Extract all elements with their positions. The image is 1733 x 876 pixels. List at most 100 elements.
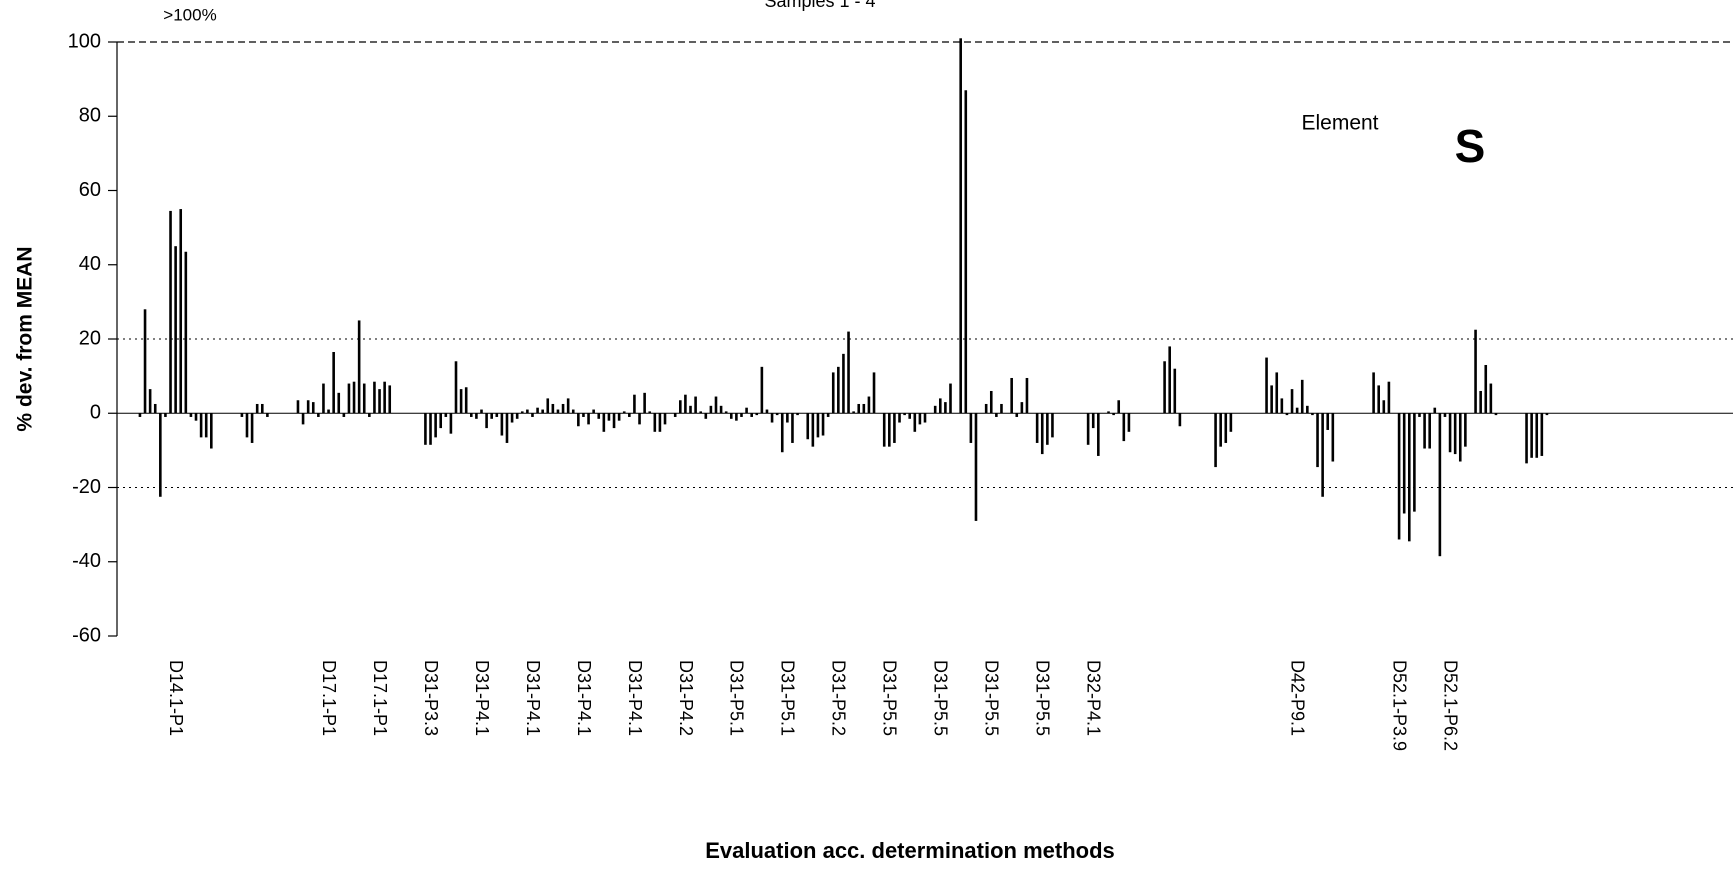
bar: [250, 413, 254, 443]
bar: [1448, 413, 1452, 453]
bar: [490, 413, 493, 419]
bar: [322, 383, 325, 414]
element-label: Element: [1301, 112, 1378, 135]
bar: [663, 413, 667, 425]
bar: [944, 402, 947, 414]
bar: [301, 413, 305, 425]
bar: [673, 413, 677, 417]
bar: [332, 351, 335, 414]
bar: [1326, 413, 1330, 430]
bar: [169, 210, 172, 414]
y-tick-label: 20: [79, 327, 101, 349]
bar: [306, 400, 310, 414]
y-tick-label: 80: [79, 105, 101, 127]
bar: [1122, 413, 1126, 442]
bar: [1382, 400, 1386, 414]
x-tick-label: D17.1-P1: [319, 660, 339, 736]
bar: [1331, 413, 1335, 462]
bar: [317, 413, 320, 417]
bar: [989, 390, 993, 414]
bar: [816, 413, 820, 438]
bar: [831, 372, 835, 414]
bar: [643, 392, 646, 414]
bar: [1458, 413, 1462, 462]
bar: [1000, 403, 1003, 414]
bar: [138, 413, 142, 417]
bar: [780, 413, 784, 453]
bar: [633, 394, 636, 414]
bar: [245, 413, 249, 438]
y-tick-label: -60: [72, 624, 101, 646]
bar: [164, 413, 167, 417]
x-tick-label: D31-P4.1: [523, 660, 543, 736]
bar: [566, 398, 570, 414]
bar: [1428, 413, 1431, 449]
bar: [383, 381, 386, 414]
bar: [1270, 385, 1273, 414]
bar: [597, 413, 601, 419]
bar: [337, 392, 341, 414]
bar: [556, 409, 560, 414]
bar: [984, 403, 988, 414]
bar: [1035, 413, 1039, 443]
bar: [913, 413, 917, 432]
bar: [1112, 413, 1115, 416]
bar: [719, 405, 723, 414]
bar: [923, 413, 927, 423]
bar: [949, 383, 952, 414]
bar: [199, 413, 203, 438]
bar: [1168, 346, 1171, 414]
bar: [577, 413, 580, 427]
bar: [760, 366, 764, 414]
bar: [347, 383, 351, 414]
bar: [1489, 383, 1493, 414]
bar: [1097, 413, 1100, 456]
bar: [969, 413, 973, 443]
bar: [1418, 413, 1421, 417]
bar: [826, 413, 830, 417]
bar: [735, 413, 738, 421]
bar: [475, 413, 478, 419]
bar: [469, 413, 473, 417]
y-tick-label: 0: [90, 402, 101, 424]
bar: [1219, 413, 1222, 447]
bar: [444, 413, 448, 417]
bar: [811, 413, 815, 447]
bar: [857, 403, 861, 414]
bar: [1107, 411, 1110, 414]
bar: [1372, 372, 1375, 414]
bar: [770, 413, 774, 423]
bar: [1535, 413, 1539, 458]
x-axis-label: Evaluation acc. determination methods: [705, 838, 1115, 863]
bar: [184, 251, 188, 414]
bar: [745, 407, 748, 414]
bar: [378, 389, 381, 414]
bar: [454, 361, 458, 414]
bar: [974, 413, 978, 521]
bar: [1402, 413, 1406, 514]
bar: [1086, 413, 1090, 445]
bar: [862, 403, 866, 414]
bar: [561, 403, 565, 414]
bar: [1127, 413, 1131, 432]
bar: [602, 413, 606, 432]
bar: [765, 409, 769, 414]
y-tick-label: 100: [68, 30, 101, 52]
bar: [255, 403, 259, 414]
bar: [1300, 379, 1304, 414]
bar: [995, 413, 998, 417]
bar: [1025, 377, 1029, 414]
bar: [1275, 372, 1279, 414]
bar: [520, 411, 524, 414]
x-tick-label: D31-P5.1: [778, 660, 798, 736]
bar: [1540, 413, 1544, 456]
bar: [612, 413, 616, 429]
bar: [1545, 413, 1549, 416]
bar: [1015, 413, 1019, 417]
y-tick-label: -40: [72, 550, 101, 572]
bar: [653, 413, 657, 432]
x-tick-label: D31-P5.2: [829, 660, 849, 736]
bar: [796, 413, 799, 416]
bar: [1443, 413, 1447, 417]
